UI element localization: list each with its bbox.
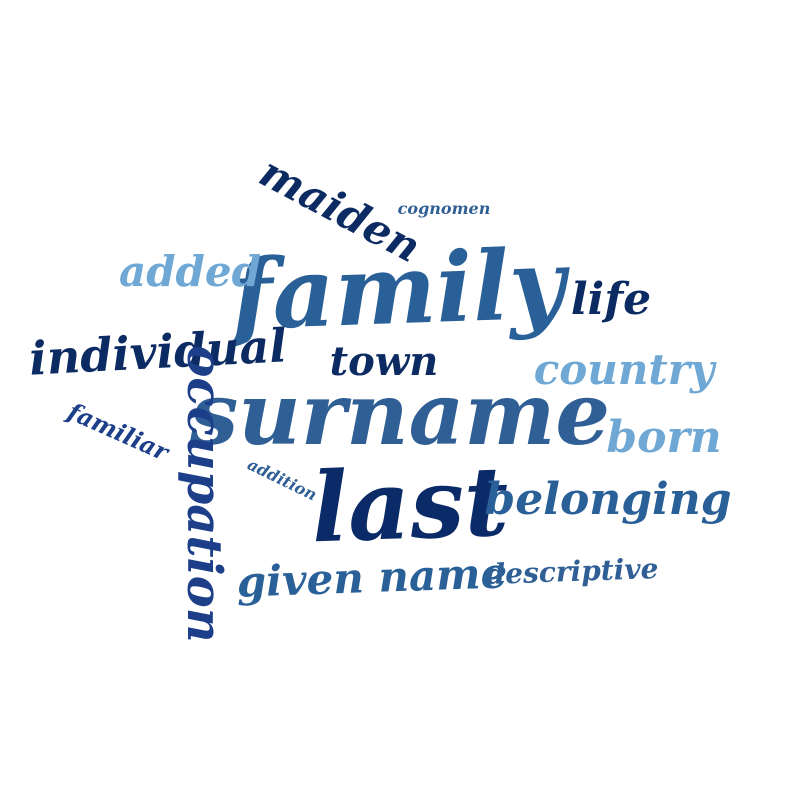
word-surname: surname xyxy=(189,364,611,465)
word-last: last xyxy=(309,444,511,565)
word-descriptive: descriptive xyxy=(485,551,659,592)
word-cognomen: cognomen xyxy=(397,199,491,218)
word-familiar: familiar xyxy=(63,396,173,467)
word-country: country xyxy=(533,345,715,394)
word-occupation: occupation xyxy=(176,345,232,643)
word-town: town xyxy=(329,338,439,385)
word-life: life xyxy=(570,274,652,325)
word-given-name: given name xyxy=(235,548,509,607)
word-added: added xyxy=(118,247,262,296)
word-belonging: belonging xyxy=(484,474,732,525)
word-individual: individual xyxy=(27,318,289,386)
word-born: born xyxy=(606,412,722,463)
